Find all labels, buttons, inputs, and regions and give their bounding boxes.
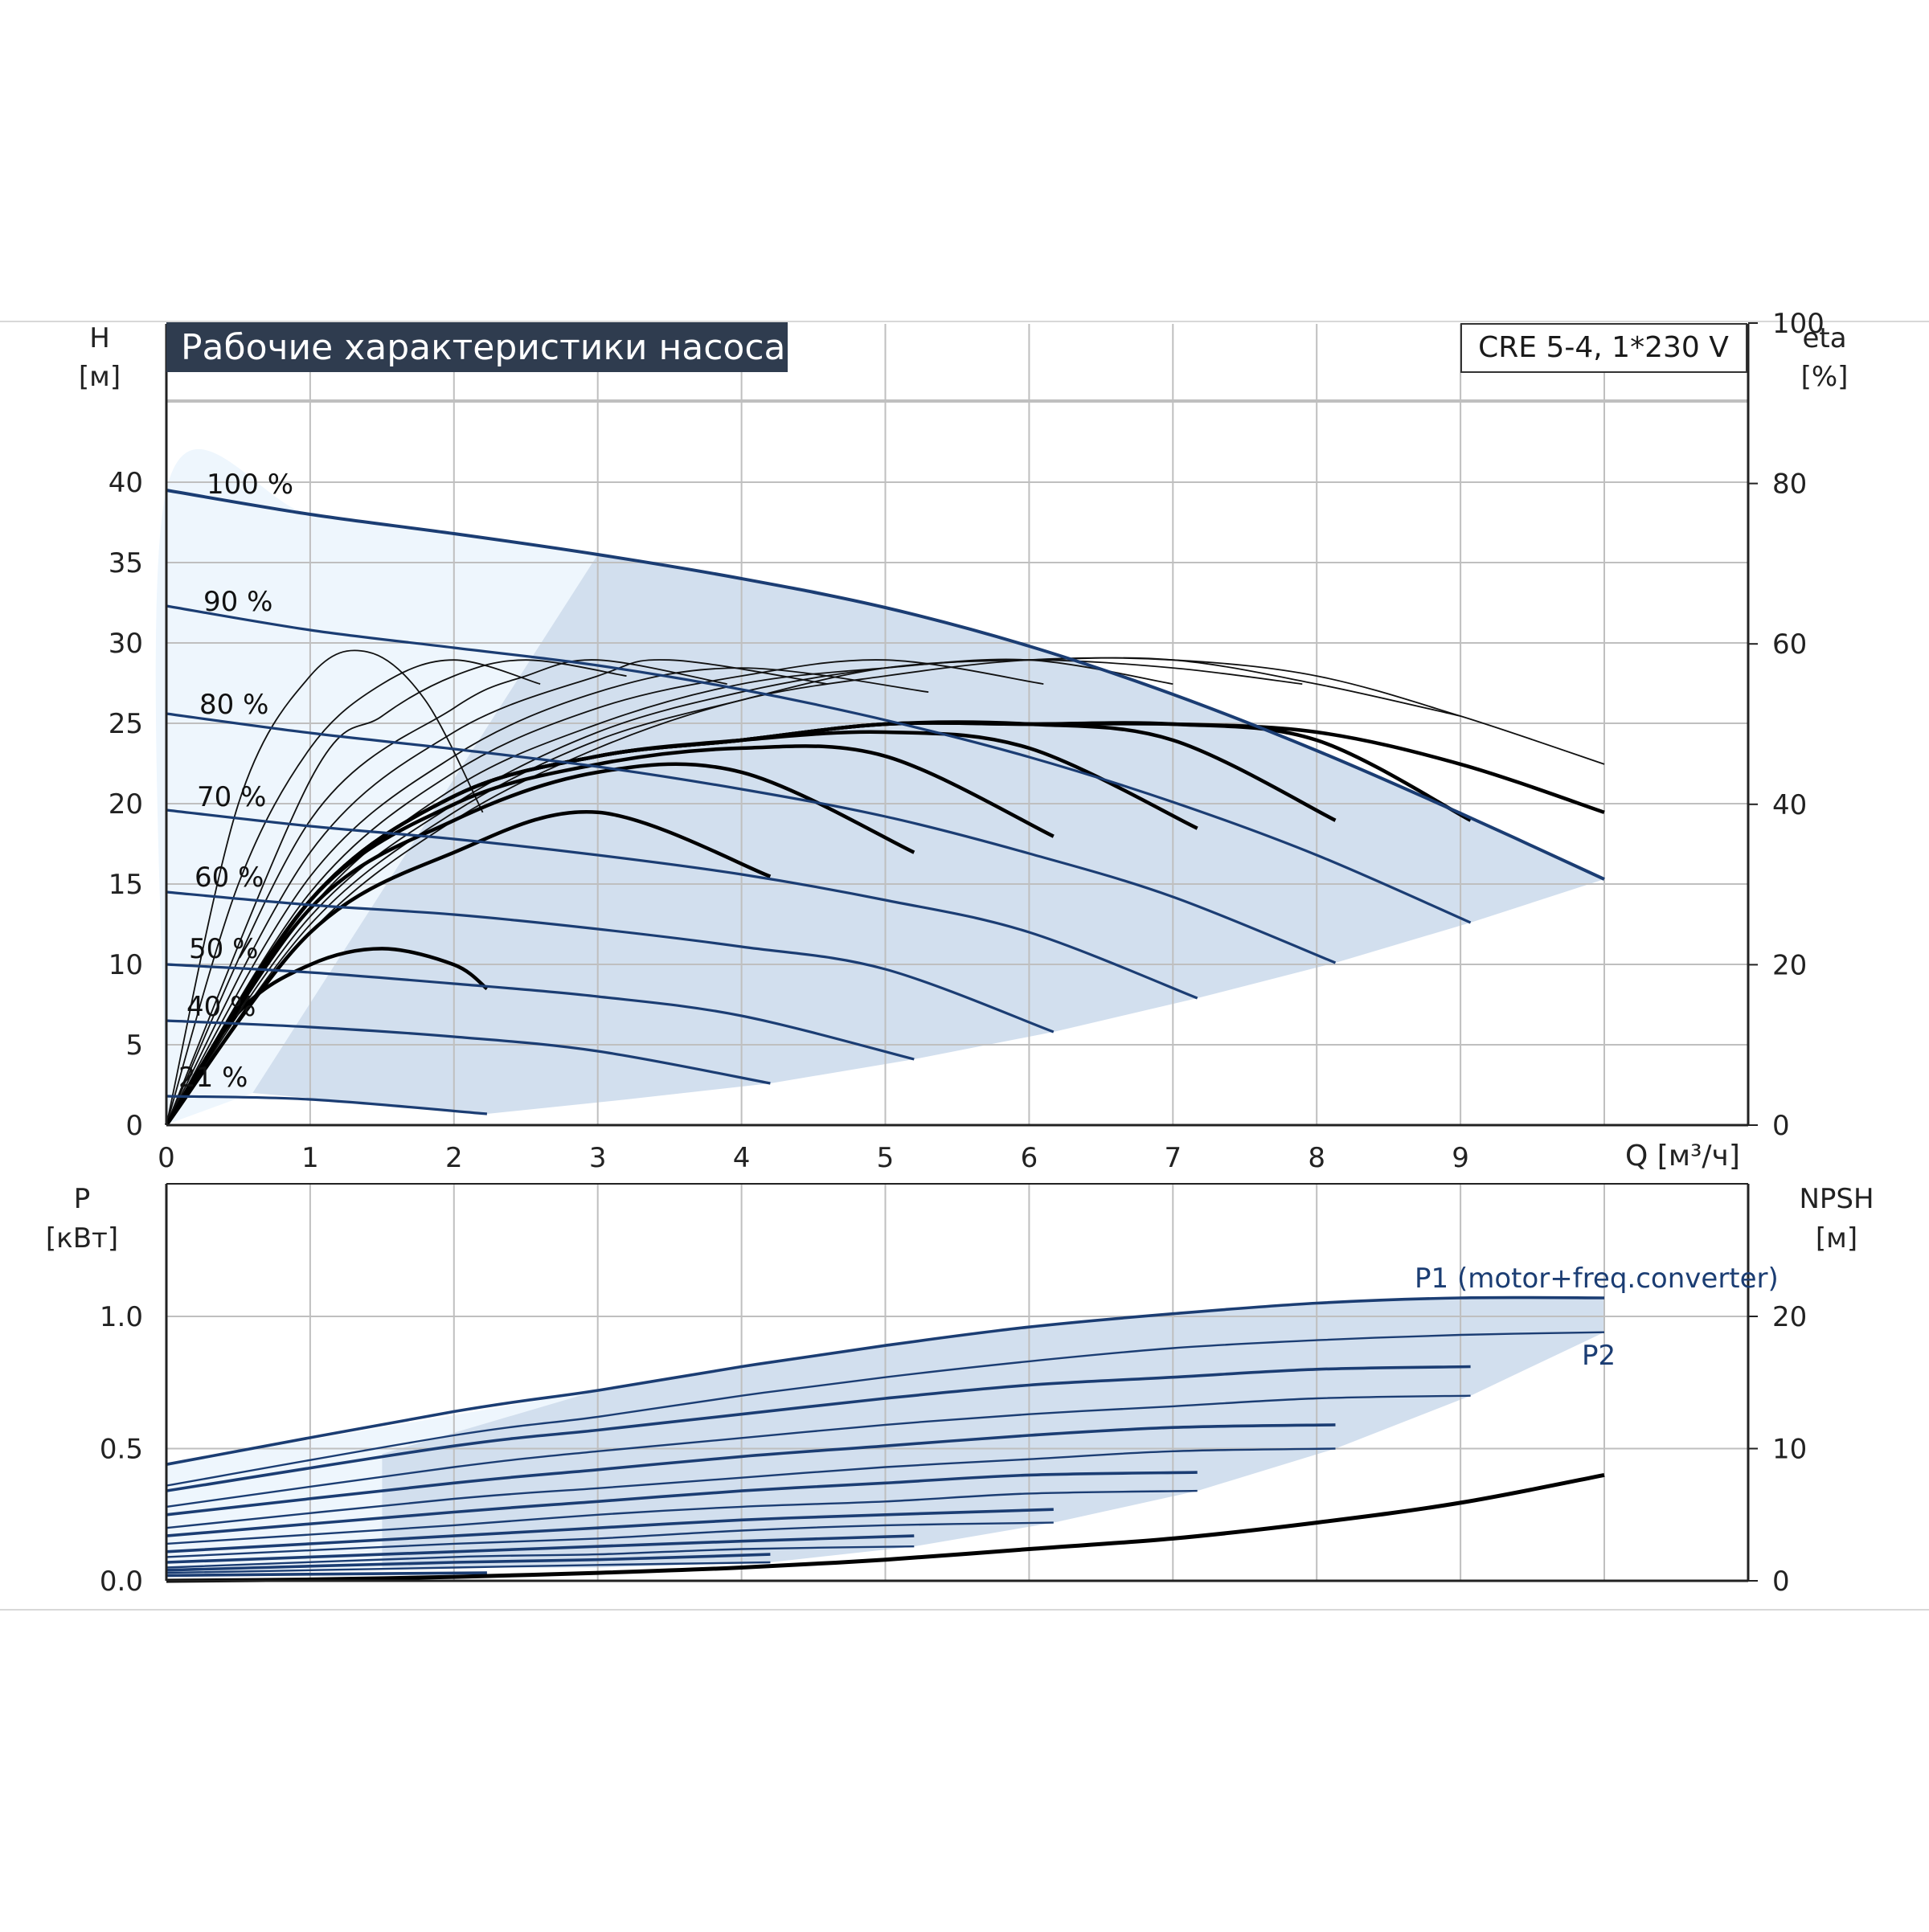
speed-curve-6 <box>166 1019 771 1085</box>
p1-curve-3 <box>166 1471 1198 1537</box>
efficiency-curve-3 <box>166 659 727 1126</box>
y-tick-label: 40 <box>109 467 143 499</box>
p-tick-label: 0.5 <box>100 1434 143 1466</box>
p1-curve-5 <box>166 1534 915 1564</box>
p2-curve-4 <box>166 1521 1054 1558</box>
npsh-axis-unit: [м] <box>1816 1222 1857 1255</box>
speed-curve-4 <box>166 890 1055 1034</box>
p1-label: P1 (motor+freq.converter) <box>1415 1263 1779 1295</box>
p2-curve-3 <box>166 1489 1198 1545</box>
efficiency-curve-8 <box>166 659 1303 1126</box>
y-tick-label: 25 <box>109 708 143 740</box>
y2-tick-label: 20 <box>1772 949 1807 981</box>
p-axis-unit: [кВт] <box>46 1222 118 1255</box>
speed-label: 70 % <box>197 781 266 813</box>
npsh-tick-label: 10 <box>1772 1434 1807 1466</box>
y-tick-label: 15 <box>109 869 143 901</box>
npsh-axis-symbol: NPSH <box>1799 1183 1874 1215</box>
y2-axis-unit: [%] <box>1801 361 1849 393</box>
x-tick-label: 3 <box>589 1142 607 1174</box>
speed-label: 40 % <box>186 991 256 1023</box>
speed-label: 50 % <box>189 933 258 965</box>
y2-tick-label: 0 <box>1772 1110 1790 1142</box>
speed-label: 21 % <box>178 1062 248 1094</box>
x-tick-label: 1 <box>301 1142 319 1174</box>
p1-curve-4 <box>166 1508 1054 1553</box>
npsh-tick-label: 20 <box>1772 1301 1807 1333</box>
efficiency-curve-4 <box>166 659 829 1126</box>
x-tick-label: 0 <box>158 1142 175 1174</box>
p1-curve-2 <box>166 1423 1336 1517</box>
y-tick-label: 20 <box>109 788 143 821</box>
x-tick-label: 2 <box>445 1142 463 1174</box>
y-axis-unit: [м] <box>79 361 121 393</box>
model-label: CRE 5-4, 1*230 V <box>1478 331 1729 364</box>
p-tick-label: 0.0 <box>100 1566 143 1598</box>
y2-axis-symbol: eta <box>1802 322 1846 354</box>
p2-curve-1 <box>166 1394 1471 1508</box>
operating-zone-power <box>382 1298 1604 1568</box>
efficiency-curve-1 <box>166 659 541 1126</box>
speed-curve-3 <box>166 808 1198 1000</box>
y2-tick-label: 100 <box>1772 308 1825 340</box>
p2-curve-6 <box>166 1561 771 1574</box>
p2-curve-0 <box>166 1331 1605 1487</box>
efficiency-curve-0 <box>166 649 484 1126</box>
p2-curve-2 <box>166 1447 1336 1529</box>
efficiency-curve-6 <box>166 659 1044 1126</box>
y-tick-label: 10 <box>109 949 143 981</box>
y-axis-symbol: H <box>89 322 110 354</box>
speed-curve-7 <box>166 1095 488 1115</box>
efficiency-curve-10 <box>166 657 1605 1126</box>
speed-label: 80 % <box>199 689 268 721</box>
p1-curve-1 <box>166 1365 1471 1492</box>
x-tick-label: 5 <box>877 1142 895 1174</box>
y-tick-label: 5 <box>125 1029 143 1062</box>
y-tick-label: 0 <box>125 1110 143 1142</box>
x-tick-label: 6 <box>1021 1142 1038 1174</box>
p-axis-symbol: P <box>74 1183 91 1215</box>
y2-tick-label: 80 <box>1772 469 1807 501</box>
x-tick-label: 4 <box>733 1142 751 1174</box>
chart-title: Рабочие характеристики насоса <box>181 327 785 368</box>
p1-curve-6 <box>166 1553 771 1572</box>
speed-label: 60 % <box>195 862 264 894</box>
npsh-curve <box>166 1472 1605 1583</box>
efficiency-thick-curve-1 <box>165 809 772 1127</box>
title-box <box>166 322 788 372</box>
efficiency-curve-5 <box>166 667 929 1126</box>
efficiency-thick-curve-2 <box>165 762 915 1127</box>
x-tick-label: 8 <box>1308 1142 1325 1174</box>
y2-tick-label: 40 <box>1772 789 1807 821</box>
y2-tick-label: 60 <box>1772 628 1807 661</box>
p1-curve-0 <box>166 1296 1605 1466</box>
x-tick-label: 7 <box>1164 1142 1182 1174</box>
x-tick-label: 9 <box>1452 1142 1469 1174</box>
speed-curve-5 <box>166 963 915 1061</box>
speed-curve-1 <box>166 604 1472 924</box>
speed-label: 100 % <box>207 469 293 501</box>
speed-label: 90 % <box>203 586 272 618</box>
y-tick-label: 30 <box>109 628 143 660</box>
npsh-tick-label: 0 <box>1772 1566 1790 1598</box>
model-box <box>1460 323 1747 373</box>
efficiency-curve-9 <box>166 657 1461 1126</box>
p2-curve-5 <box>166 1545 915 1569</box>
speed-curve-0 <box>166 489 1605 881</box>
x-axis-label: Q [м³/ч] <box>1625 1140 1740 1173</box>
p2-label: P2 <box>1582 1340 1616 1372</box>
y-tick-label: 35 <box>109 547 143 579</box>
speed-curve-2 <box>166 712 1337 964</box>
efficiency-curve-2 <box>166 659 627 1126</box>
p-tick-label: 1.0 <box>100 1301 143 1333</box>
p1-curve-7 <box>166 1571 487 1578</box>
efficiency-thick-curve-7 <box>165 721 1605 1127</box>
